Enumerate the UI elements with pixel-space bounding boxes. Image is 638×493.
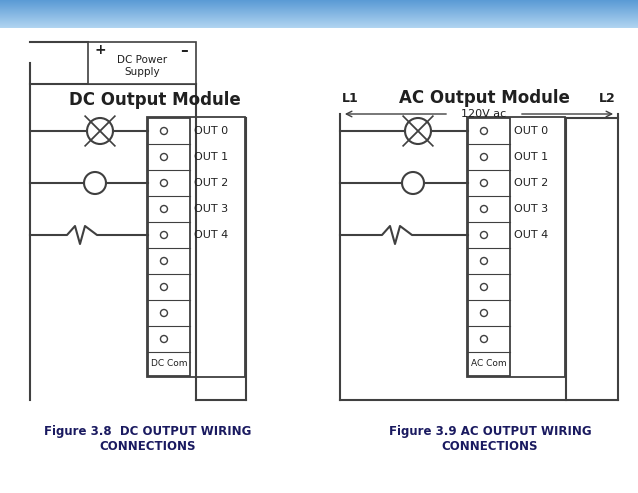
Text: DC Com: DC Com [151,359,187,368]
Bar [0,4,638,5]
Bar [0,7,638,8]
Text: AC Output Module: AC Output Module [399,89,570,107]
Text: L1: L1 [342,92,359,105]
Bar [147,117,245,377]
Text: Figure 3.9 AC OUTPUT WIRING: Figure 3.9 AC OUTPUT WIRING [389,425,591,438]
Bar [0,16,638,17]
Bar [0,6,638,7]
Bar [0,10,638,11]
Bar [0,2,638,3]
Text: OUT 4: OUT 4 [514,230,548,240]
Bar [0,19,638,20]
Text: DC Output Module: DC Output Module [69,91,241,109]
Bar [0,3,638,4]
Text: Figure 3.8  DC OUTPUT WIRING: Figure 3.8 DC OUTPUT WIRING [44,425,251,438]
Text: CONNECTIONS: CONNECTIONS [441,441,538,454]
Bar [0,8,638,9]
Bar [467,117,565,377]
Bar [0,11,638,12]
Bar [0,21,638,22]
Bar [0,12,638,13]
Text: –: – [180,42,188,58]
Bar [0,1,638,2]
Text: OUT 3: OUT 3 [194,204,228,214]
Text: OUT 0: OUT 0 [514,126,548,136]
Bar [0,27,638,28]
Bar [0,15,638,16]
Bar [0,0,638,1]
Bar [0,13,638,14]
Text: OUT 1: OUT 1 [514,152,548,162]
Text: AC Com: AC Com [471,359,507,368]
Bar [0,25,638,26]
Text: +: + [94,43,106,57]
Text: OUT 0: OUT 0 [194,126,228,136]
Text: OUT 1: OUT 1 [194,152,228,162]
Bar [148,118,190,376]
Text: OUT 2: OUT 2 [514,178,548,188]
Bar [468,118,510,376]
Text: CONNECTIONS: CONNECTIONS [100,441,197,454]
Bar [0,23,638,24]
Bar [0,17,638,18]
Text: DC Power
Supply: DC Power Supply [117,55,167,77]
Text: L2: L2 [599,92,616,105]
Bar [0,5,638,6]
Text: 120V ac: 120V ac [461,109,507,119]
Text: OUT 2: OUT 2 [194,178,228,188]
Bar [0,14,638,15]
Bar [88,42,196,84]
Text: OUT 4: OUT 4 [194,230,228,240]
Bar [0,26,638,27]
Bar [0,22,638,23]
Bar [0,18,638,19]
Bar [0,9,638,10]
Text: OUT 3: OUT 3 [514,204,548,214]
Bar [0,24,638,25]
Bar [0,20,638,21]
